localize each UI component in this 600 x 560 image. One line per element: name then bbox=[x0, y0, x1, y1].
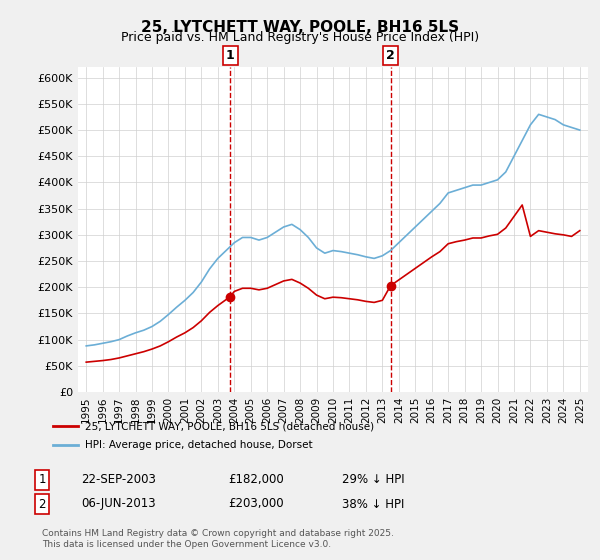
Text: £182,000: £182,000 bbox=[228, 473, 284, 487]
Text: 1: 1 bbox=[38, 473, 46, 487]
Text: 38% ↓ HPI: 38% ↓ HPI bbox=[342, 497, 404, 511]
Text: Contains HM Land Registry data © Crown copyright and database right 2025.
This d: Contains HM Land Registry data © Crown c… bbox=[42, 529, 394, 549]
Text: 1: 1 bbox=[226, 49, 235, 62]
Text: 29% ↓ HPI: 29% ↓ HPI bbox=[342, 473, 404, 487]
Text: Price paid vs. HM Land Registry's House Price Index (HPI): Price paid vs. HM Land Registry's House … bbox=[121, 31, 479, 44]
Text: 2: 2 bbox=[386, 49, 395, 62]
Text: 2: 2 bbox=[38, 497, 46, 511]
Text: 25, LYTCHETT WAY, POOLE, BH16 5LS: 25, LYTCHETT WAY, POOLE, BH16 5LS bbox=[141, 20, 459, 35]
Text: 06-JUN-2013: 06-JUN-2013 bbox=[81, 497, 155, 511]
Text: 25, LYTCHETT WAY, POOLE, BH16 5LS (detached house): 25, LYTCHETT WAY, POOLE, BH16 5LS (detac… bbox=[85, 421, 374, 431]
Text: 22-SEP-2003: 22-SEP-2003 bbox=[81, 473, 156, 487]
Text: HPI: Average price, detached house, Dorset: HPI: Average price, detached house, Dors… bbox=[85, 440, 313, 450]
Text: £203,000: £203,000 bbox=[228, 497, 284, 511]
